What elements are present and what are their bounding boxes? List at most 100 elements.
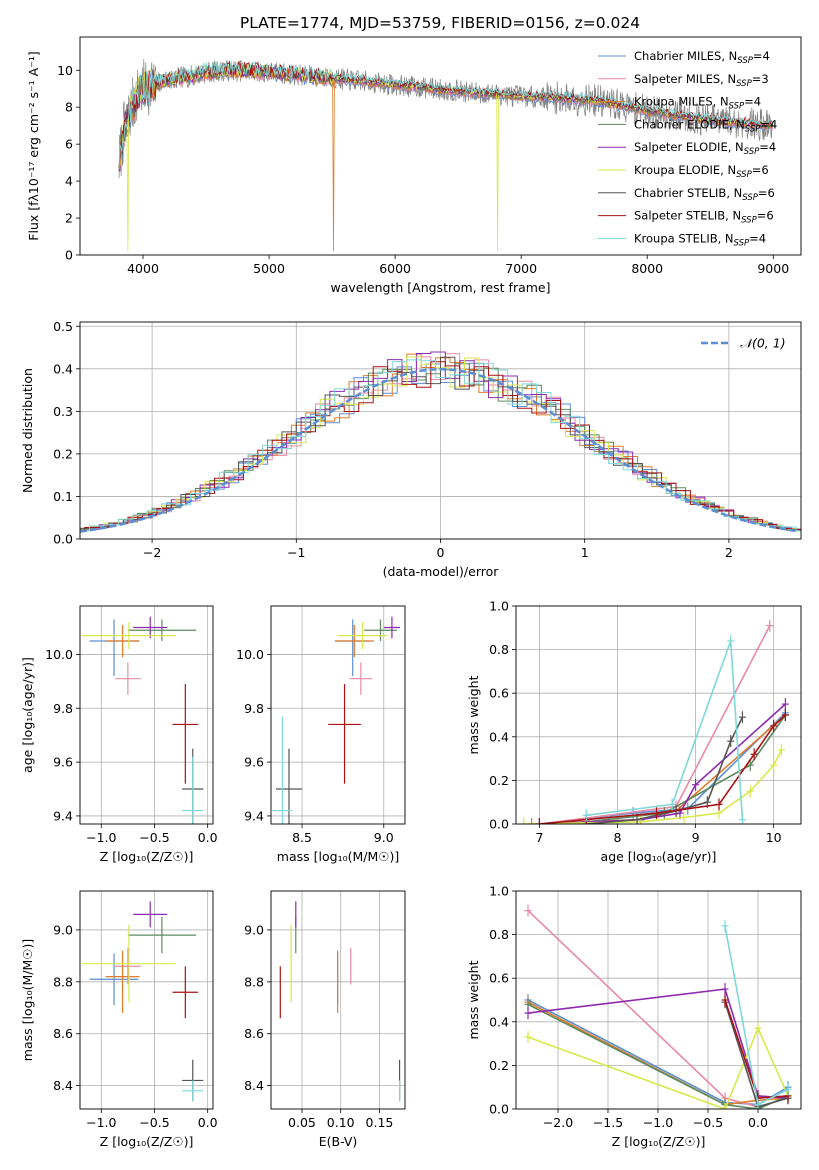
axes-frame (515, 890, 802, 1110)
errorbar-kroupa-elodie (82, 622, 176, 650)
x-tick-label: 6000 (379, 261, 411, 276)
x-tick-label: 7000 (505, 261, 537, 276)
weight-vs-Z-plot-area (524, 904, 792, 1109)
legend-value: =6 (758, 186, 775, 200)
y-tick-label: 9.4 (244, 808, 264, 823)
y-axis-label: Normed distribution (20, 368, 35, 493)
figure-title: PLATE=1774, MJD=53759, FIBERID=0156, z=0… (240, 14, 640, 32)
x-axis-label: mass [log₁₀(M/M☉)] (277, 849, 399, 864)
x-tick-label: 8000 (631, 261, 663, 276)
legend-label-kroupa-elodie: Kroupa ELODIE, NSSP=6 (634, 163, 769, 180)
y-tick-label: 8.4 (244, 1078, 264, 1093)
weight-series-kroupa-stelib (721, 919, 792, 1109)
errorbar-kroupa-stelib (182, 1080, 204, 1102)
axes-frame (515, 605, 802, 825)
x-tick-label: −1.0 (86, 830, 116, 845)
legend-series-name: Kroupa ELODIE, N (634, 163, 736, 177)
y-tick-label: 1.0 (489, 884, 509, 899)
residuals-legend: 𝒩(0, 1) (701, 336, 786, 351)
y-axis-label: mass [log₁₀(M/M☉)] (20, 939, 35, 1061)
legend-subscript: SSP (736, 79, 752, 89)
errorbar-kroupa-elodie (338, 622, 388, 650)
legend-label-kroupa-stelib: Kroupa STELIB, NSSP=4 (634, 231, 766, 248)
errorbar-salpeter-stelib (172, 966, 199, 1019)
y-axis-label: mass weight (466, 960, 481, 1039)
errorbar-kroupa-miles (105, 950, 140, 1013)
chart-weight-vs-Z: −2.0 −1.5 −1.0 −0.5 0.0 0.0 0.2 0.4 0.6 0.8 1.0 Z [… (466, 884, 802, 1149)
y-tick-label: 0.2 (53, 446, 73, 461)
x-axis-label: E(B-V) (319, 1134, 358, 1149)
x-tick-label: −1 (287, 545, 305, 560)
legend-value: =6 (752, 163, 769, 177)
y-tick-label: 0.4 (53, 361, 73, 376)
y-tick-label: 0.6 (489, 971, 509, 986)
axes-frame (270, 890, 406, 1110)
legend-label-chabrier-miles: Chabrier MILES, NSSP=4 (634, 49, 770, 66)
y-tick-label: 0.2 (489, 773, 509, 788)
y-tick-label: 0.6 (489, 686, 509, 701)
weight-line (586, 640, 744, 820)
y-tick-label: 9.4 (53, 808, 73, 823)
axes-frame (270, 605, 406, 825)
residuals-plot-area (80, 351, 801, 533)
y-tick-label: 0.5 (53, 319, 73, 334)
gaussian-curve (80, 368, 799, 533)
errorbar-salpeter-elodie (133, 901, 168, 928)
x-tick-label: 9 (692, 830, 700, 845)
x-tick-label: 8 (614, 830, 622, 845)
legend-label-kroupa-miles: Kroupa MILES, NSSP=4 (634, 95, 761, 112)
legend-subscript: SSP (742, 193, 758, 203)
errorbar-chabrier-elodie (127, 916, 196, 954)
y-tick-label: 8 (65, 100, 73, 115)
x-tick-label: −2.0 (543, 1115, 573, 1130)
axes-frame (79, 890, 214, 1110)
age-vs-Z-plot-area (82, 616, 204, 824)
legend-series-name: Salpeter MILES, N (634, 72, 736, 86)
errorbar-kroupa-miles (105, 624, 140, 658)
weight-series-kroupa-elodie (520, 743, 785, 824)
errorbar-kroupa-elodie (82, 924, 176, 1003)
x-tick-label: 7 (535, 830, 543, 845)
legend-label-chabrier-elodie: Chabrier ELODIE, NSSP=4 (634, 117, 777, 134)
errorbar-salpeter-miles (115, 948, 141, 985)
legend-value: =4 (744, 95, 761, 109)
y-tick-label: 6 (65, 137, 73, 152)
legend-label-salpeter-miles: Salpeter MILES, NSSP=3 (634, 72, 769, 89)
x-tick-label: 0.0 (198, 1115, 218, 1130)
weight-line (527, 1026, 789, 1109)
legend-subscript: SSP (744, 147, 760, 157)
weight-line (586, 714, 787, 823)
y-tick-label: 9.6 (244, 755, 264, 770)
x-tick-label: −0.5 (139, 830, 169, 845)
x-tick-label: 9000 (757, 261, 789, 276)
chart-age-vs-Z: −1.0 −0.5 0.0 9.4 9.6 9.8 10.0 Z [log₁₀(Z/Z☉)] a… (20, 605, 218, 864)
y-tick-label: 8.6 (244, 1026, 264, 1041)
errorbar-salpeter-stelib (328, 684, 361, 784)
errorbar-salpeter-elodie (133, 616, 168, 639)
y-tick-label: 4 (65, 174, 73, 189)
x-tick-label: −2 (143, 545, 161, 560)
weight-line (527, 1001, 789, 1106)
errorbar-kroupa-stelib (182, 756, 204, 824)
y-tick-label: 8.8 (53, 974, 73, 989)
chart-mass-vs-EBV: 0.05 0.10 0.15 8.4 8.6 8.8 9.0 E(B-V) (244, 890, 406, 1149)
y-tick-label: 9.6 (53, 755, 73, 770)
mass-vs-EBV-plot-area (279, 901, 401, 1102)
y-axis-label: age [log₁₀(age/yr)] (20, 657, 35, 773)
legend-value: =6 (757, 209, 774, 223)
y-tick-label: 10.0 (45, 647, 73, 662)
x-tick-label: 0.0 (198, 830, 218, 845)
legend-series-name: Salpeter ELODIE, N (634, 140, 744, 154)
x-axis-label: age [log₁₀(age/yr)] (601, 849, 717, 864)
y-tick-label: 9.8 (53, 701, 73, 716)
x-tick-label: −0.5 (139, 1115, 169, 1130)
y-tick-label: 8.8 (244, 974, 264, 989)
x-axis-label: wavelength [Angstrom, rest frame] (330, 280, 550, 295)
weight-line (527, 999, 789, 1106)
errorbar-kroupa-miles (334, 624, 374, 658)
x-axis-label: Z [log₁₀(Z/Z☉)] (100, 849, 194, 864)
y-tick-label: 0.0 (489, 1102, 509, 1117)
legend-series-name: Kroupa MILES, N (634, 95, 729, 109)
legend-subscript: SSP (729, 102, 745, 112)
